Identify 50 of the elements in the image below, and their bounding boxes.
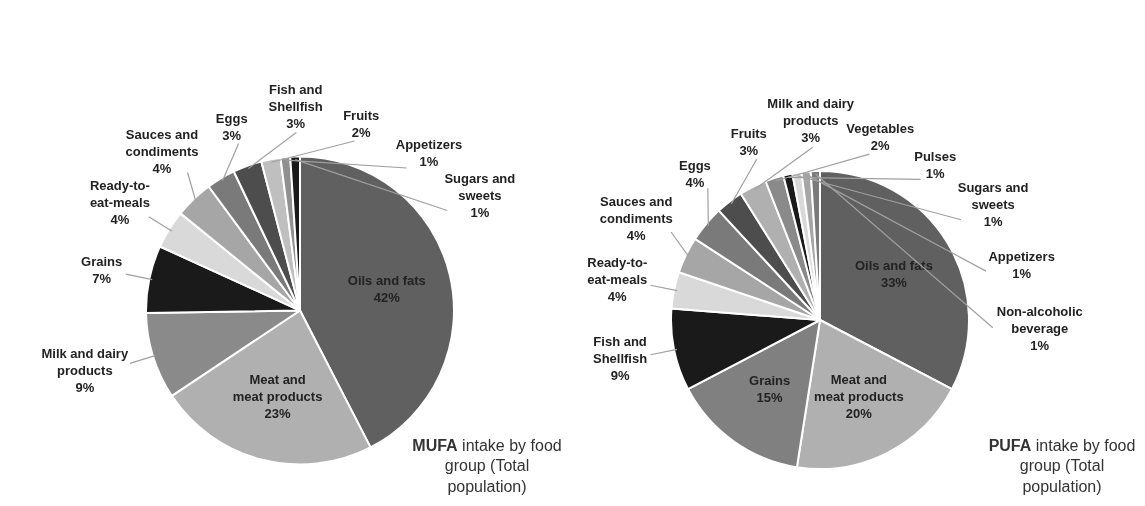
data-label: 9% [75,379,95,395]
text: PUFA intake by food group (Total population) [987,435,1137,498]
data-label: 9% [610,368,630,384]
slice-label: Sugars and sweets [957,179,1029,212]
slice-label: Pulses [914,148,957,164]
slice-label: Meat and meat products [814,371,904,404]
slice-label: Eggs [679,158,711,174]
data-label: 1% [925,165,946,181]
data-label: 4% [607,288,628,304]
slice-label: Appetizers [988,249,1055,265]
data-label: 2% [870,137,891,153]
data-label: 1% [419,154,439,170]
data-label: 4% [685,175,705,191]
slice-label: Eggs [215,110,248,126]
data-label: 7% [92,270,112,286]
text: MUFA intake by food group (Total population) [412,435,562,498]
data-label: 1% [1030,337,1050,353]
data-label: 1% [470,204,490,220]
data-label: 3% [739,143,759,159]
slice-label: Non-alcoholic beverage [996,303,1083,336]
data-label: 1% [983,213,1003,229]
data-label: 33% [880,275,908,291]
slice-label: Grains [749,373,791,389]
slice-label: Milk and dairy products [41,345,129,378]
slice-label: Meat and meat products [232,371,323,404]
data-label: 15% [756,390,784,406]
slice-label: Fish and Shellfish [268,81,323,114]
data-label: 4% [110,211,130,227]
data-label: 3% [222,127,242,143]
data-label: 4% [626,227,647,243]
slice-label: Fruits [730,126,767,142]
slice-label: Sauces and condiments [125,127,199,160]
slice-label: Oils and fats [854,258,933,274]
data-label: 3% [801,130,821,146]
slice-label: Grains [81,253,123,269]
data-label: 2% [351,124,372,140]
slice-label: Appetizers [395,137,463,153]
data-label: 3% [286,115,306,131]
slice-label: Sugars and sweets [444,170,516,203]
slice-label: Ready-to-eat-meals [89,177,150,210]
slice-label: Ready-to-eat-meals [587,254,648,287]
data-label: 1% [1012,266,1032,282]
data-label: 20% [845,405,873,421]
slice-label: Oils and fats [347,272,426,288]
slice-label: Fruits [343,107,380,123]
slice-label: Fish and Shellfish [592,334,648,367]
data-label: 4% [152,161,172,177]
data-label: 23% [264,405,292,421]
data-label: 42% [373,289,401,305]
slice-label: Sauces and condiments [599,193,673,226]
